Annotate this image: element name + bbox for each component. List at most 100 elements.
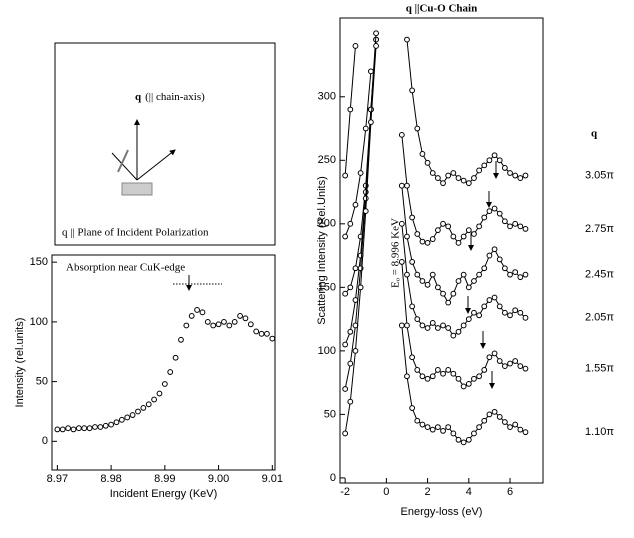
- marker: [347, 220, 354, 227]
- marker: [342, 386, 349, 392]
- marker: [481, 367, 488, 373]
- marker: [59, 426, 66, 433]
- marker: [151, 396, 157, 403]
- marker: [486, 354, 493, 361]
- x-tick-label: 8.98: [100, 473, 121, 485]
- marker: [434, 325, 441, 331]
- marker: [507, 271, 513, 278]
- marker: [409, 405, 416, 411]
- marker: [445, 424, 452, 430]
- marker: [471, 175, 477, 181]
- marker: [496, 256, 503, 263]
- x-tick-label: 6: [507, 486, 513, 498]
- marker: [522, 226, 529, 232]
- marker: [102, 422, 109, 429]
- marker: [167, 369, 174, 375]
- marker: [434, 367, 441, 373]
- marker: [414, 271, 421, 278]
- marker: [517, 223, 524, 230]
- marker: [476, 373, 483, 380]
- marker: [419, 322, 426, 329]
- marker: [501, 363, 508, 370]
- marker: [455, 375, 462, 382]
- marker: [476, 223, 483, 230]
- x-axis-label: Incident Energy (KeV): [110, 488, 218, 500]
- marker: [491, 408, 498, 415]
- marker: [419, 151, 426, 157]
- incident-beam: [111, 152, 138, 181]
- marker: [352, 347, 359, 354]
- legend-label: 2.05π: [585, 312, 614, 324]
- marker: [445, 223, 452, 230]
- marker: [445, 325, 452, 331]
- marker: [501, 309, 508, 316]
- marker: [512, 269, 519, 275]
- marker: [172, 354, 179, 361]
- marker: [347, 360, 354, 367]
- marker: [357, 170, 364, 176]
- marker: [455, 278, 462, 284]
- marker: [194, 307, 200, 313]
- y-tick-label: 250: [318, 154, 336, 166]
- marker: [486, 252, 493, 259]
- plot-data: [54, 307, 276, 433]
- marker: [424, 424, 431, 430]
- marker: [450, 290, 457, 297]
- marker: [455, 239, 462, 246]
- marker: [522, 365, 529, 372]
- marker: [342, 172, 349, 179]
- marker: [496, 414, 503, 420]
- plot-data: [342, 30, 529, 446]
- marker: [429, 170, 436, 176]
- marker: [221, 318, 227, 325]
- marker: [460, 383, 467, 390]
- marker: [440, 428, 446, 434]
- y-tick-label: 150: [318, 281, 336, 293]
- marker: [460, 233, 467, 240]
- marker: [465, 284, 472, 291]
- x-tick-label: 9.01: [262, 473, 283, 485]
- marker: [491, 350, 498, 357]
- marker: [522, 271, 529, 278]
- marker: [226, 322, 233, 329]
- marker: [414, 417, 421, 424]
- marker: [398, 131, 405, 138]
- plot-frame: [339, 17, 544, 484]
- marker: [491, 205, 498, 212]
- marker: [440, 290, 446, 297]
- marker: [54, 426, 61, 433]
- x-tick-label: 8.99: [154, 473, 175, 485]
- marker: [210, 322, 217, 329]
- marker: [156, 390, 163, 397]
- marker: [481, 265, 488, 272]
- series-line: [344, 33, 377, 390]
- polarization: [117, 149, 129, 173]
- marker: [517, 426, 524, 433]
- marker: [501, 265, 508, 272]
- marker: [512, 358, 519, 364]
- y-tick-label: 100: [318, 345, 336, 357]
- marker: [140, 404, 147, 411]
- legend-label: 3.05π: [585, 169, 614, 181]
- marker: [471, 231, 477, 237]
- marker: [471, 375, 477, 382]
- marker: [522, 429, 529, 436]
- marker: [517, 363, 524, 370]
- marker: [352, 43, 359, 49]
- marker: [455, 328, 462, 335]
- legend-label: 2.75π: [585, 223, 614, 235]
- marker: [471, 309, 477, 316]
- marker: [496, 157, 503, 164]
- marker: [424, 239, 431, 246]
- marker: [398, 322, 405, 329]
- marker: [465, 227, 472, 234]
- y-tick-label: 150: [30, 256, 48, 268]
- marker: [92, 424, 98, 430]
- marker: [118, 416, 125, 423]
- annotation: Absorption near CuK-edge: [66, 262, 185, 274]
- x-tick-label: -2: [340, 486, 350, 498]
- marker: [368, 119, 374, 126]
- marker: [135, 408, 141, 415]
